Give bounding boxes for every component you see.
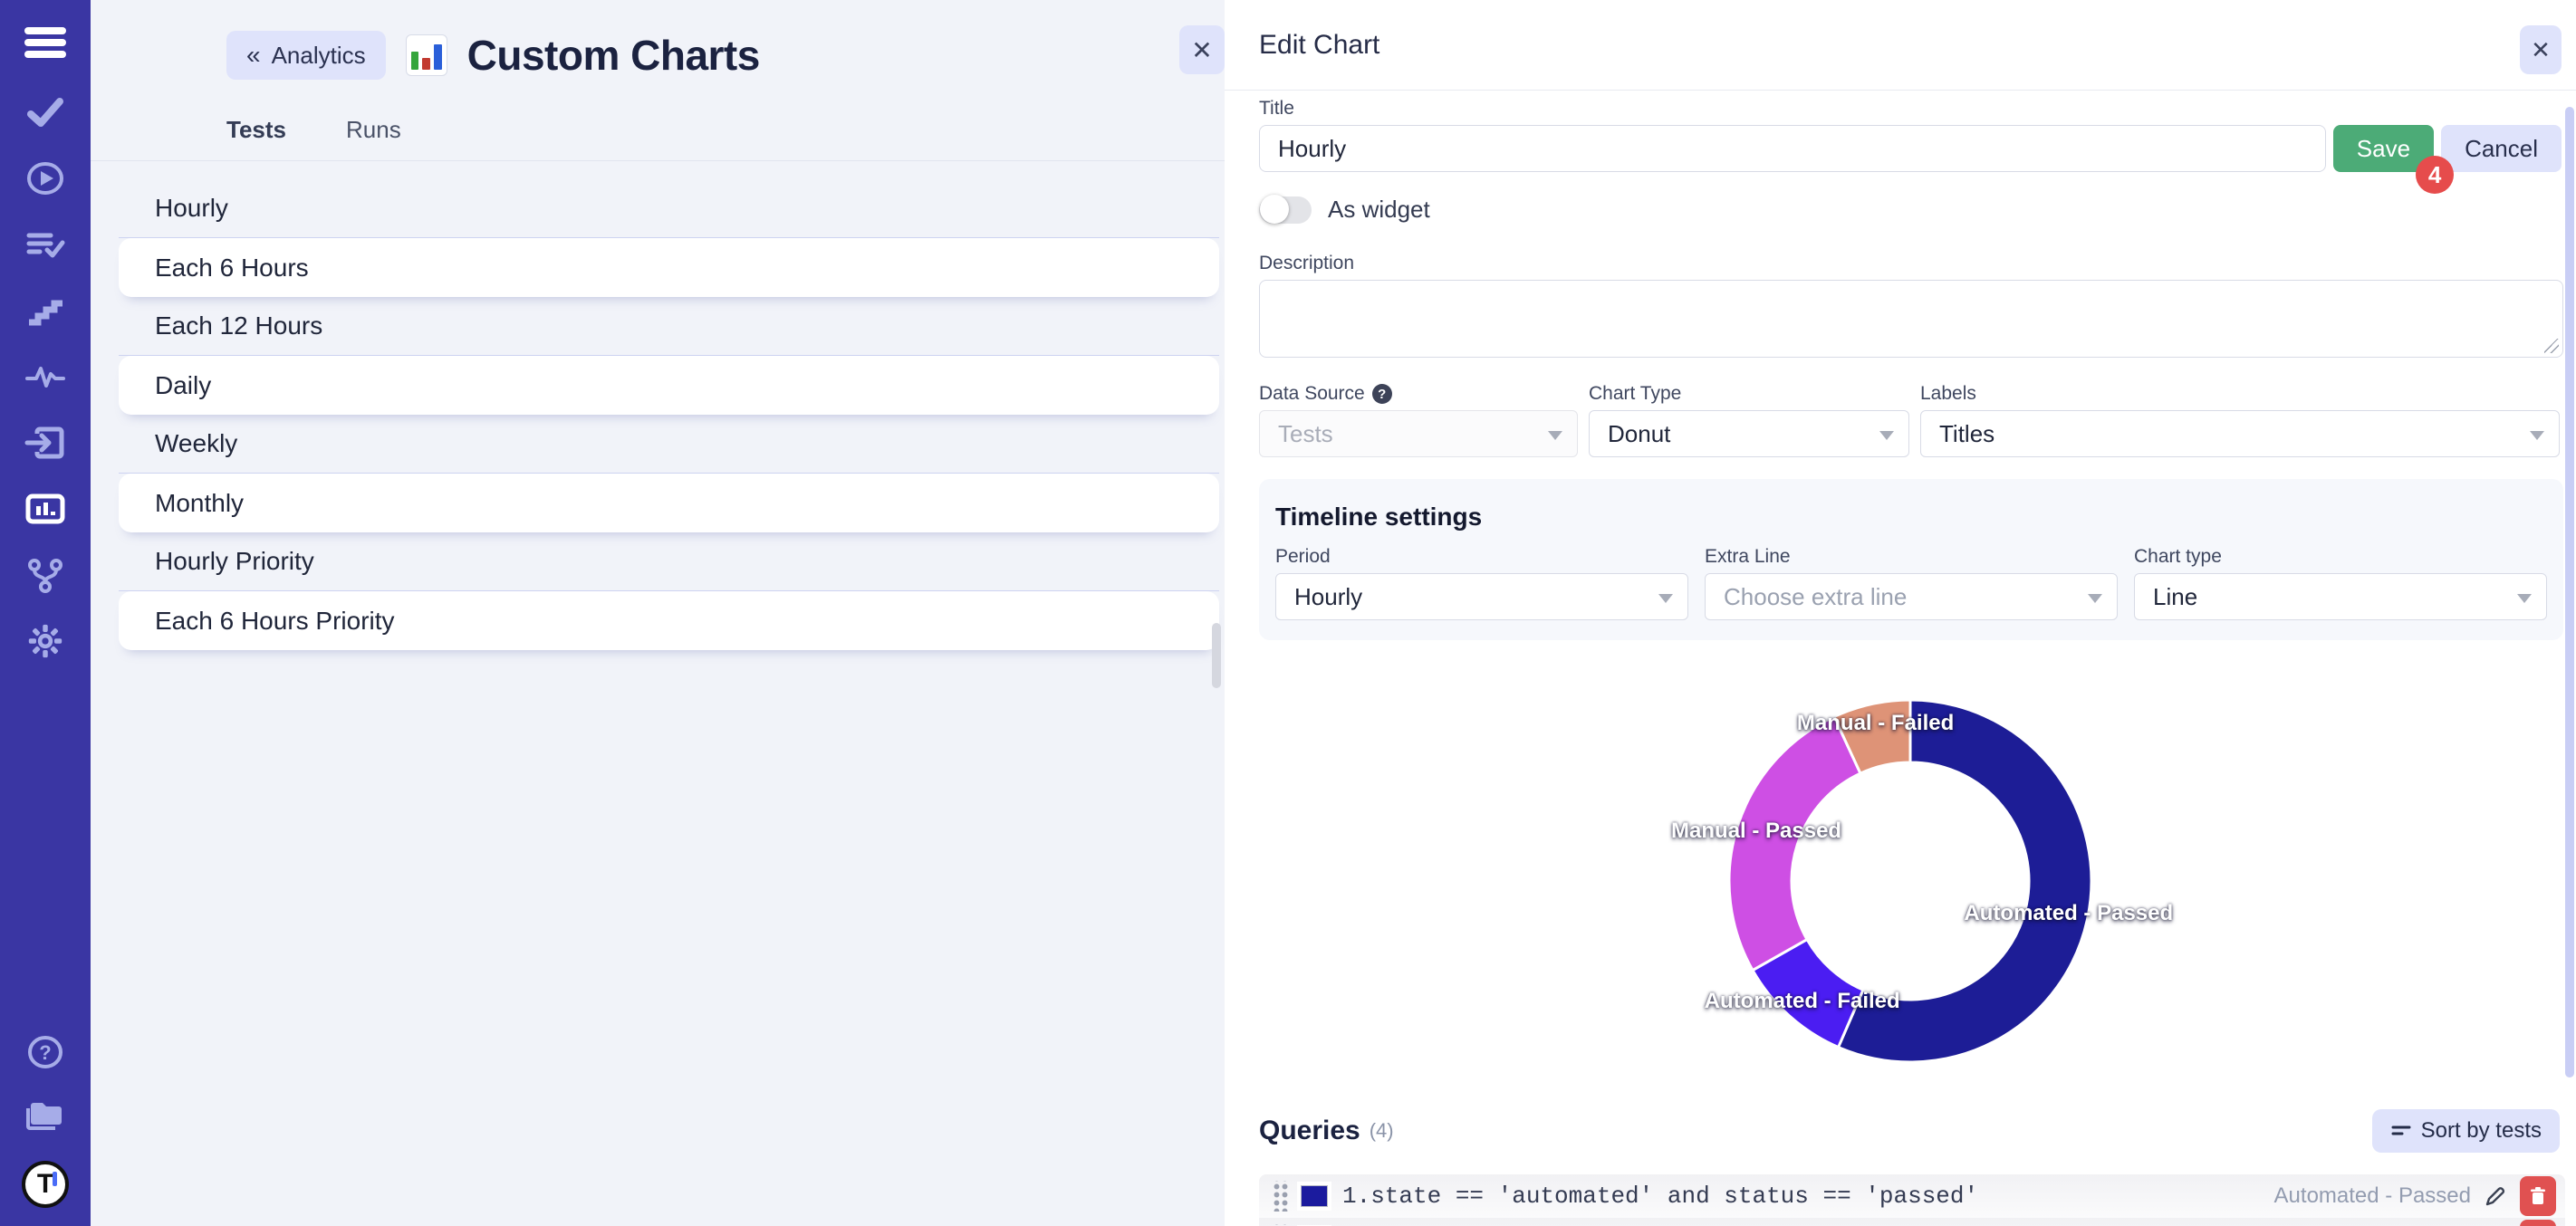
- timeline-chart-type-select[interactable]: Line: [2134, 573, 2547, 620]
- folders-icon[interactable]: [24, 1097, 66, 1134]
- labels-label: Labels: [1920, 383, 1976, 404]
- page-title: Custom Charts: [466, 32, 761, 79]
- sort-lines-icon: [2391, 1125, 2411, 1135]
- period-select[interactable]: Hourly: [1275, 573, 1688, 620]
- tab-tests[interactable]: Tests: [226, 116, 286, 143]
- close-icon: ✕: [1191, 35, 1213, 64]
- edit-chart-title: Edit Chart: [1259, 29, 1380, 60]
- extra-line-label: Extra Line: [1705, 546, 1791, 567]
- activity-icon[interactable]: [24, 359, 66, 395]
- period-field: Period Hourly: [1275, 546, 1688, 620]
- drag-handle-icon[interactable]: [1272, 1181, 1290, 1212]
- chart-list-item[interactable]: Weekly: [119, 415, 1219, 474]
- query-row: 1.state == 'automated' and status == 'pa…: [1259, 1174, 2565, 1218]
- trash-icon: [2531, 1187, 2545, 1204]
- chart-type-select[interactable]: Donut: [1589, 410, 1909, 457]
- chart-list-item[interactable]: Each 12 Hours: [119, 297, 1219, 356]
- donut-slice[interactable]: [1831, 698, 1912, 776]
- charts-list-panel: « Analytics Custom Charts ✕ Tests Runs H…: [91, 0, 1225, 1226]
- tabs-divider: [91, 160, 1225, 161]
- charts-list: Hourly Each 6 Hours Each 12 Hours Daily …: [119, 179, 1219, 650]
- extra-line-field: Extra Line Choose extra line: [1705, 546, 2118, 620]
- chart-type-label: Chart Type: [1589, 383, 1682, 404]
- app-logo[interactable]: T: [22, 1161, 69, 1208]
- query-expression: 1.state == 'automated' and status == 'pa…: [1342, 1183, 1979, 1210]
- cancel-button[interactable]: Cancel: [2441, 125, 2562, 172]
- chart-list-item[interactable]: Monthly: [119, 474, 1219, 532]
- donut-slice[interactable]: [1727, 714, 1862, 972]
- delete-query-button[interactable]: [2520, 1176, 2556, 1216]
- edit-panel-scrollbar[interactable]: [2565, 107, 2574, 1078]
- steps-icon[interactable]: [24, 292, 66, 329]
- as-widget-label: As widget: [1328, 196, 1430, 223]
- timeline-settings-card: Timeline settings Period Hourly Extra Li…: [1259, 479, 2563, 640]
- left-panel-scrollbar[interactable]: [1212, 623, 1221, 688]
- data-source-label: Data Source: [1259, 383, 1365, 404]
- edit-chart-panel: Edit Chart ✕ Title Save 4 Cancel As widg…: [1225, 0, 2576, 1226]
- chart-list-item[interactable]: Daily: [119, 356, 1219, 415]
- import-icon[interactable]: [24, 425, 66, 461]
- chart-type-field: Chart Type Donut: [1589, 383, 1909, 457]
- question-mark-icon[interactable]: ?: [1371, 384, 1392, 404]
- data-source-select: Tests: [1259, 410, 1578, 457]
- query-color-swatch[interactable]: [1301, 1185, 1328, 1207]
- save-button[interactable]: Save: [2332, 125, 2435, 172]
- list-check-icon[interactable]: [24, 226, 66, 263]
- as-widget-toggle[interactable]: [1259, 194, 1312, 224]
- donut-slice[interactable]: [1836, 698, 2093, 1064]
- queries-heading: Queries: [1259, 1116, 1360, 1145]
- title-field-label: Title: [1259, 98, 1294, 119]
- help-icon[interactable]: ?: [24, 1034, 66, 1070]
- period-label: Period: [1275, 546, 1331, 567]
- queries-count: (4): [1369, 1119, 1394, 1142]
- edit-pencil-icon[interactable]: [2484, 1184, 2507, 1208]
- labels-field: Labels Titles: [1920, 383, 2560, 457]
- donut-chart: Automated - Passed Automated - Failed Manu…: [1671, 691, 2173, 1071]
- bar-chart-icon: [405, 34, 447, 76]
- back-button-label: Analytics: [271, 41, 366, 69]
- description-textarea[interactable]: [1259, 280, 2563, 358]
- app-sidebar: ? T: [0, 0, 91, 1226]
- analytics-icon[interactable]: [24, 491, 66, 527]
- data-source-field: Data Source ? Tests: [1259, 383, 1578, 457]
- svg-text:?: ?: [39, 1041, 51, 1064]
- description-field-label: Description: [1259, 253, 1355, 273]
- query-tag: Automated - Passed: [2273, 1183, 2471, 1208]
- sort-by-tests-button[interactable]: Sort by tests: [2371, 1109, 2560, 1153]
- extra-line-select[interactable]: Choose extra line: [1705, 573, 2118, 620]
- close-icon: ✕: [2531, 35, 2551, 63]
- timeline-chart-type-label: Chart type: [2134, 546, 2222, 567]
- sort-button-label: Sort by tests: [2420, 1118, 2542, 1143]
- edit-chart-header: Edit Chart: [1225, 0, 2576, 91]
- chart-list-item[interactable]: Each 6 Hours: [119, 238, 1219, 297]
- tab-runs[interactable]: Runs: [346, 116, 401, 143]
- resize-grip-icon[interactable]: [2544, 339, 2559, 353]
- menu-icon[interactable]: [24, 27, 66, 58]
- branch-icon[interactable]: [24, 557, 66, 593]
- timeline-settings-heading: Timeline settings: [1275, 503, 1483, 531]
- queries-count-badge: 4: [2416, 156, 2455, 194]
- edit-panel-close-button[interactable]: ✕: [2520, 25, 2562, 74]
- chart-list-item[interactable]: Hourly: [119, 179, 1219, 238]
- gear-icon[interactable]: [24, 623, 66, 659]
- chart-list-item[interactable]: Each 6 Hours Priority: [119, 591, 1219, 650]
- chart-list-item[interactable]: Hourly Priority: [119, 532, 1219, 591]
- queries-list: 1.state == 'automated' and status == 'pa…: [1259, 1174, 2565, 1226]
- delete-query-button[interactable]: [2520, 1220, 2556, 1226]
- double-chevron-left-icon: «: [246, 41, 261, 69]
- panel-close-button[interactable]: ✕: [1179, 25, 1225, 74]
- check-icon[interactable]: [24, 94, 66, 130]
- timeline-chart-type-field: Chart type Line: [2134, 546, 2547, 620]
- play-circle-icon[interactable]: [24, 160, 66, 196]
- labels-select[interactable]: Titles: [1920, 410, 2560, 457]
- drag-handle-icon[interactable]: [1272, 1224, 1290, 1226]
- title-input[interactable]: [1259, 125, 2326, 172]
- query-row: 2.state == 'automated' and status == 'fa…: [1259, 1218, 2565, 1226]
- back-to-analytics-button[interactable]: « Analytics: [226, 31, 386, 80]
- list-tabs: Tests Runs: [91, 80, 1225, 160]
